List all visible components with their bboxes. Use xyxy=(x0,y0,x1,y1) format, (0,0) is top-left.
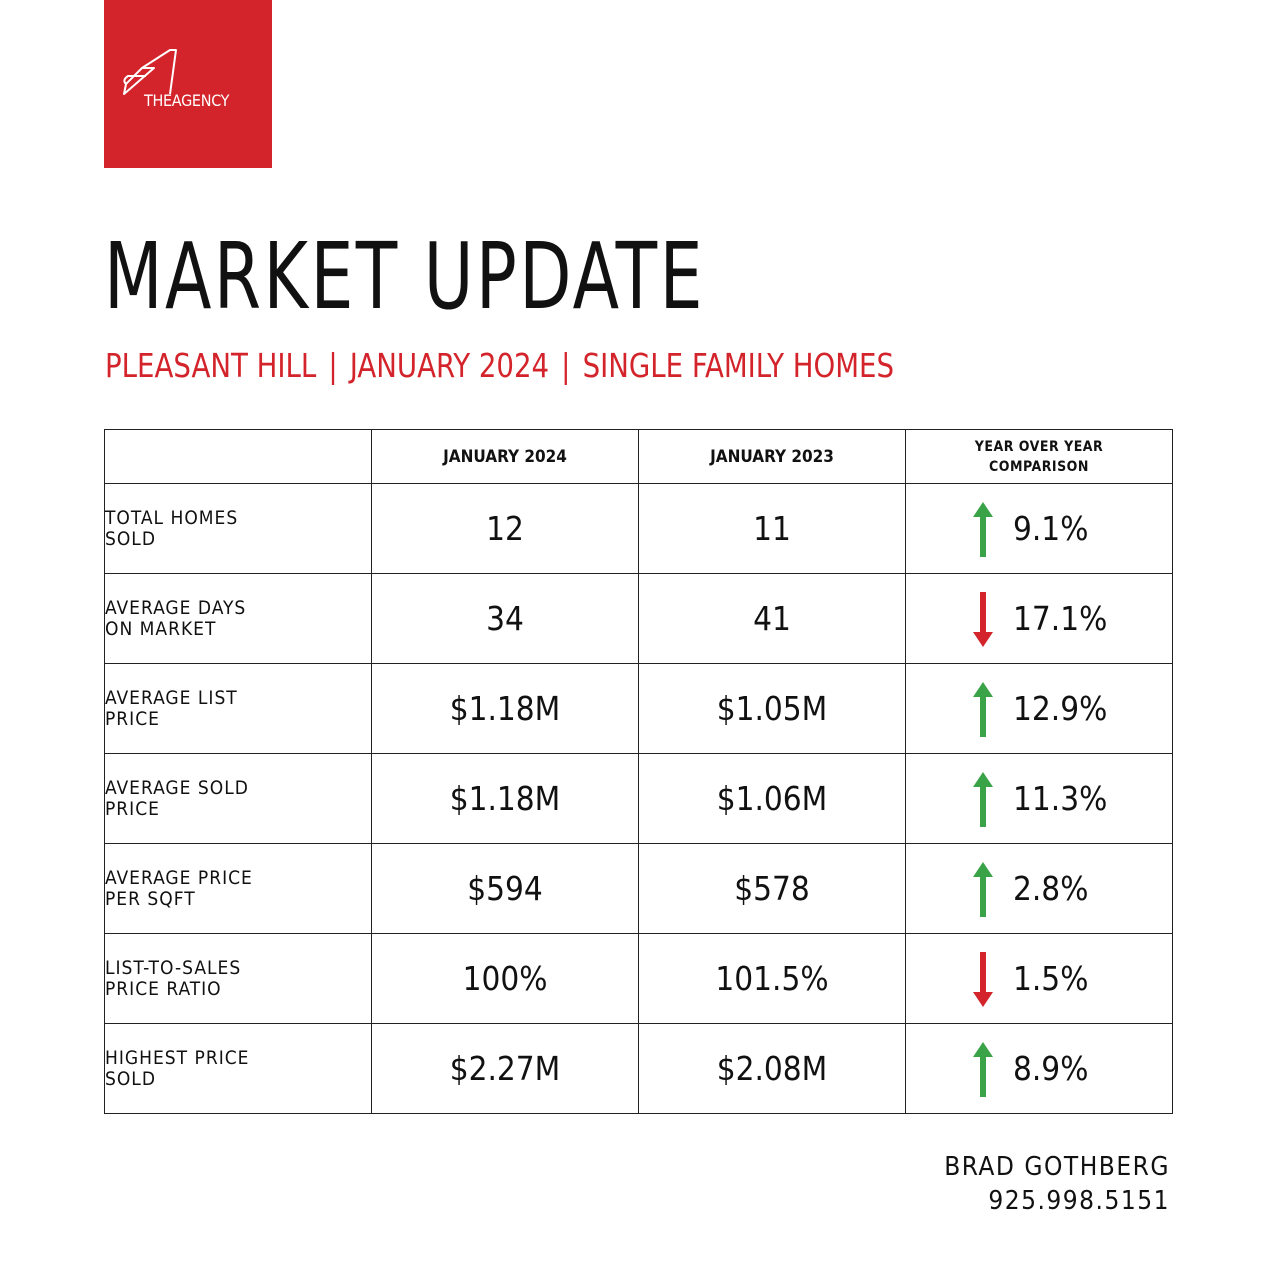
market-stats-table: JANUARY 2024 JANUARY 2023 YEAR OVER YEAR… xyxy=(104,429,1173,1114)
yoy-change: 1.5% xyxy=(1013,958,1089,998)
subtitle-period: JANUARY 2024 xyxy=(349,346,550,385)
metric-label: AVERAGE LIST PRICE xyxy=(104,663,372,754)
value-jan-2023: $2.08M xyxy=(638,1023,906,1114)
contact-block: BRAD GOTHBERG 925.998.5151 xyxy=(944,1150,1170,1218)
yoy-cell: 1.5% xyxy=(905,933,1173,1024)
agency-logo: THEAGENCY xyxy=(104,0,272,168)
value-jan-2024: $1.18M xyxy=(371,663,639,754)
value-jan-2024: $2.27M xyxy=(371,1023,639,1114)
metric-label-line1: LIST-TO-SALES xyxy=(105,956,242,979)
table-row: AVERAGE PRICE PER SQFT $594 $578 2.8% xyxy=(104,843,1173,934)
arrow-up-icon xyxy=(973,681,993,737)
metric-label-line2: ON MARKET xyxy=(105,617,217,640)
table-row: TOTAL HOMES SOLD 12 11 9.1% xyxy=(104,483,1173,574)
metric-label: AVERAGE SOLD PRICE xyxy=(104,753,372,844)
metric-label: AVERAGE PRICE PER SQFT xyxy=(104,843,372,934)
metric-label-line1: AVERAGE PRICE xyxy=(105,866,253,889)
page-title: MARKET UPDATE xyxy=(104,223,705,330)
metric-label-line2: PER SQFT xyxy=(105,887,196,910)
header-metric xyxy=(104,429,372,484)
metric-label-line2: PRICE xyxy=(105,797,160,820)
metric-label: HIGHEST PRICE SOLD xyxy=(104,1023,372,1114)
metric-label-line1: AVERAGE LIST xyxy=(105,686,238,709)
value-jan-2023: $578 xyxy=(638,843,906,934)
yoy-cell: 12.9% xyxy=(905,663,1173,754)
metric-label-line1: AVERAGE DAYS xyxy=(105,596,247,619)
brand-name: THEAGENCY xyxy=(144,91,230,110)
value-jan-2024: 100% xyxy=(371,933,639,1024)
arrow-down-icon xyxy=(973,951,993,1007)
metric-label-line2: PRICE xyxy=(105,707,160,730)
yoy-change: 9.1% xyxy=(1013,508,1089,548)
yoy-change: 17.1% xyxy=(1013,598,1108,638)
subtitle-separator: | xyxy=(328,346,338,385)
metric-label: TOTAL HOMES SOLD xyxy=(104,483,372,574)
arrow-up-icon xyxy=(973,1041,993,1097)
table-row: AVERAGE LIST PRICE $1.18M $1.05M 12.9% xyxy=(104,663,1173,754)
yoy-change: 11.3% xyxy=(1013,778,1108,818)
arrow-down-icon xyxy=(973,591,993,647)
yoy-change: 12.9% xyxy=(1013,688,1108,728)
header-jan-2023: JANUARY 2023 xyxy=(638,429,906,484)
subtitle-category: SINGLE FAMILY HOMES xyxy=(582,346,895,385)
table-header-row: JANUARY 2024 JANUARY 2023 YEAR OVER YEAR… xyxy=(104,429,1173,484)
yoy-cell: 9.1% xyxy=(905,483,1173,574)
value-jan-2024: 12 xyxy=(371,483,639,574)
arrow-up-icon xyxy=(973,861,993,917)
metric-label-line2: SOLD xyxy=(105,527,156,550)
yoy-change: 8.9% xyxy=(1013,1048,1089,1088)
value-jan-2024: $1.18M xyxy=(371,753,639,844)
value-jan-2024: $594 xyxy=(371,843,639,934)
subtitle: PLEASANT HILL | JANUARY 2024 | SINGLE FAMILY… xyxy=(105,346,894,386)
subtitle-location: PLEASANT HILL xyxy=(105,346,317,385)
header-yoy-line1: YEAR OVER YEAR xyxy=(974,438,1104,455)
header-yoy-line2: COMPARISON xyxy=(989,458,1089,475)
arrow-up-icon xyxy=(973,501,993,557)
value-jan-2023: 41 xyxy=(638,573,906,664)
yoy-cell: 11.3% xyxy=(905,753,1173,844)
table-row: AVERAGE SOLD PRICE $1.18M $1.06M 11.3% xyxy=(104,753,1173,844)
metric-label: LIST-TO-SALES PRICE RATIO xyxy=(104,933,372,1024)
metric-label-line2: PRICE RATIO xyxy=(105,977,222,1000)
yoy-change: 2.8% xyxy=(1013,868,1089,908)
agency-a-logo-icon xyxy=(123,49,177,95)
metric-label-line1: HIGHEST PRICE xyxy=(105,1046,250,1069)
table-row: AVERAGE DAYS ON MARKET 34 41 17.1% xyxy=(104,573,1173,664)
yoy-cell: 8.9% xyxy=(905,1023,1173,1114)
yoy-cell: 17.1% xyxy=(905,573,1173,664)
value-jan-2023: $1.05M xyxy=(638,663,906,754)
value-jan-2023: 11 xyxy=(638,483,906,574)
value-jan-2023: 101.5% xyxy=(638,933,906,1024)
table-row: LIST-TO-SALES PRICE RATIO 100% 101.5% 1.5% xyxy=(104,933,1173,1024)
value-jan-2023: $1.06M xyxy=(638,753,906,844)
metric-label: AVERAGE DAYS ON MARKET xyxy=(104,573,372,664)
yoy-cell: 2.8% xyxy=(905,843,1173,934)
value-jan-2024: 34 xyxy=(371,573,639,664)
arrow-up-icon xyxy=(973,771,993,827)
table-row: HIGHEST PRICE SOLD $2.27M $2.08M 8.9% xyxy=(104,1023,1173,1114)
header-yoy: YEAR OVER YEAR COMPARISON xyxy=(905,429,1173,484)
subtitle-separator: | xyxy=(561,346,571,385)
metric-label-line1: AVERAGE SOLD xyxy=(105,776,249,799)
metric-label-line2: SOLD xyxy=(105,1067,156,1090)
metric-label-line1: TOTAL HOMES xyxy=(105,506,239,529)
header-jan-2024: JANUARY 2024 xyxy=(371,429,639,484)
agent-name: BRAD GOTHBERG xyxy=(944,1152,1170,1182)
agent-phone: 925.998.5151 xyxy=(988,1186,1170,1216)
